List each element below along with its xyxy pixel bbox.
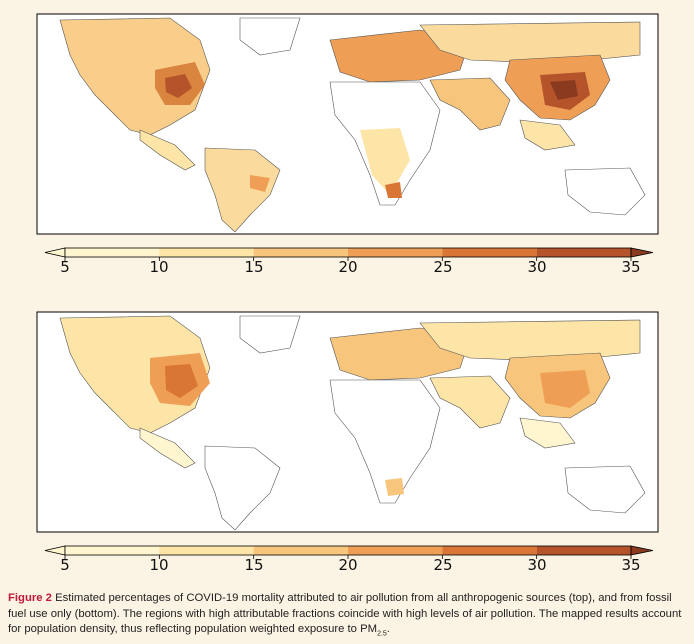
bottom-cbar-tick-6: 35 (621, 556, 641, 574)
colorbar-extend-max (630, 247, 654, 258)
top-colorbar (44, 247, 654, 261)
top-colorbar-bins (44, 247, 654, 261)
colorbar-bin-3 (348, 248, 443, 257)
colorbar-bin-3 (348, 546, 443, 555)
bottom-south-africa-hotspot (385, 478, 404, 496)
caption-text: Estimated percentages of COVID-19 mortal… (8, 592, 682, 635)
colorbar-bin-2 (253, 546, 348, 555)
bottom-cbar-tick-0: 5 (60, 556, 70, 574)
bottom-cbar-tick-5: 30 (527, 556, 547, 574)
top-australia (564, 167, 646, 216)
top-central-america (139, 129, 196, 171)
colorbar-bin-5 (536, 546, 631, 555)
top-africa-south (360, 128, 410, 195)
colorbar-bin-0 (65, 248, 160, 257)
bottom-africa (329, 379, 441, 504)
bottom-middle-east-india (429, 375, 511, 429)
figure-label: Figure 2 (8, 592, 52, 604)
caption-subscript: 2.5 (377, 630, 387, 638)
top-map-panel: 5 10 15 20 25 30 35 (0, 0, 694, 300)
bottom-colorbar-bins (44, 545, 654, 559)
top-cbar-tick-3: 20 (338, 258, 358, 276)
colorbar-bin-4 (442, 546, 537, 555)
top-south-america (204, 147, 281, 233)
colorbar-extend-min (44, 247, 66, 258)
colorbar-bin-5 (536, 248, 631, 257)
colorbar-bin-0 (65, 546, 160, 555)
bottom-cbar-tick-1: 10 (149, 556, 169, 574)
bottom-china-hotspot (540, 370, 590, 408)
bottom-map-svg (36, 311, 659, 533)
bottom-colorbar (44, 545, 654, 559)
top-cbar-tick-2: 15 (244, 258, 264, 276)
colorbar-extend-max (630, 545, 654, 556)
top-map-svg (36, 13, 659, 235)
top-cbar-tick-1: 10 (149, 258, 169, 276)
caption-end: . (386, 623, 390, 635)
top-us-core-hotspot (165, 74, 192, 98)
bottom-south-america (204, 445, 281, 531)
figure-caption: Figure 2 Estimated percentages of COVID-… (8, 591, 688, 642)
colorbar-bin-1 (159, 546, 254, 555)
bottom-australia (564, 465, 646, 514)
top-cbar-tick-0: 5 (60, 258, 70, 276)
top-middle-east-india (429, 77, 511, 131)
top-greenland (239, 17, 301, 56)
top-cbar-tick-5: 30 (527, 258, 547, 276)
colorbar-extend-min (44, 545, 66, 556)
top-brazil-hotspot (250, 175, 270, 192)
top-china-core (550, 80, 578, 100)
bottom-central-america (139, 427, 196, 469)
top-cbar-tick-4: 25 (433, 258, 453, 276)
bottom-greenland (239, 315, 301, 354)
top-southeast-asia (519, 119, 576, 151)
bottom-map-panel: 5 10 15 20 25 30 35 (0, 298, 694, 598)
colorbar-bin-1 (159, 248, 254, 257)
top-cbar-tick-6: 35 (621, 258, 641, 276)
top-south-africa-hotspot (385, 182, 402, 198)
bottom-cbar-tick-4: 25 (433, 556, 453, 574)
bottom-cbar-tick-2: 15 (244, 556, 264, 574)
bottom-us-core-hotspot (165, 364, 198, 398)
bottom-cbar-tick-3: 20 (338, 556, 358, 574)
colorbar-bin-4 (442, 248, 537, 257)
bottom-southeast-asia (519, 417, 576, 449)
colorbar-bin-2 (253, 248, 348, 257)
